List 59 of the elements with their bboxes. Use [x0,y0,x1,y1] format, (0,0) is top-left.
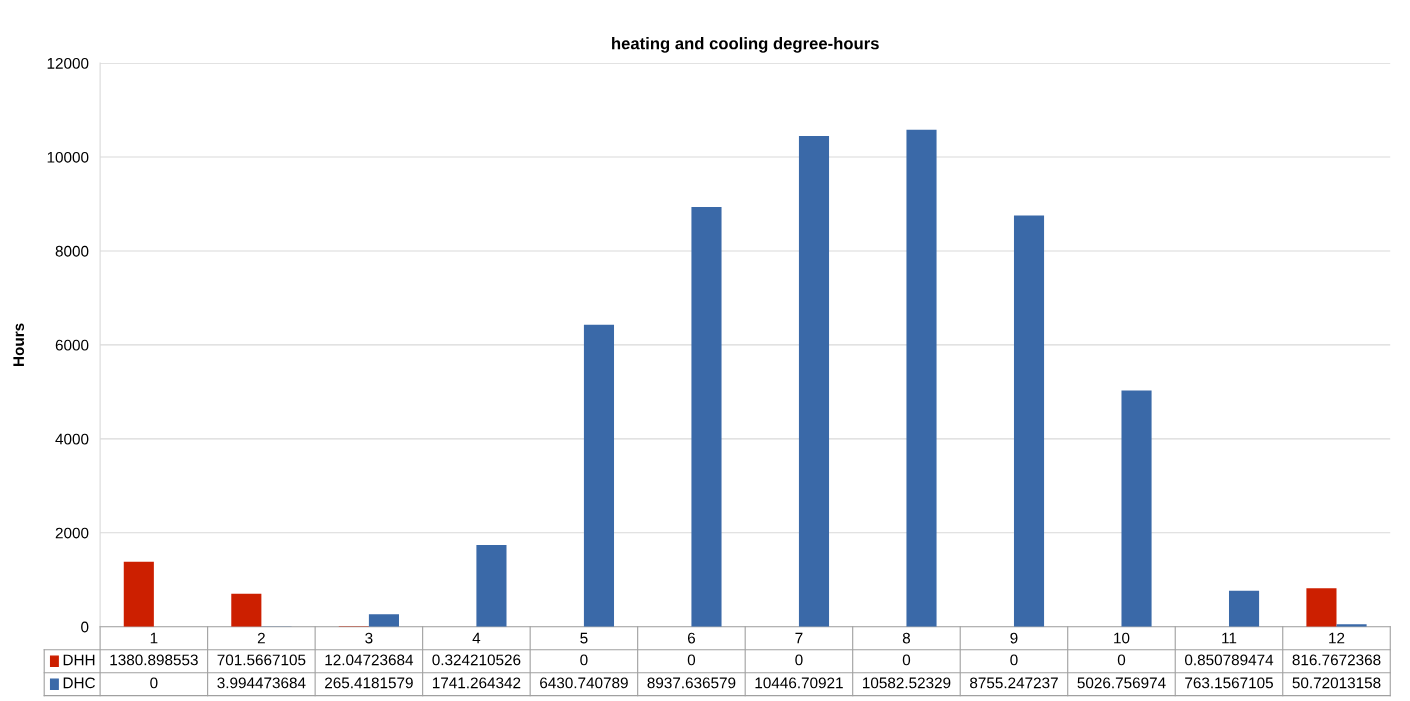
data-label: 0 [795,654,803,666]
y-tick-label: 10000 [47,151,89,163]
data-label: 8755.247237 [970,677,1058,689]
data-label: 3.994473684 [217,677,306,689]
data-label: 6430.740789 [540,677,628,689]
y-axis-title: Hours [13,323,25,366]
data-label: 1380.898553 [110,654,198,666]
x-tick-label: 10 [1114,632,1130,644]
data-label: 763.1567105 [1185,677,1273,689]
x-tick-label: 12 [1329,632,1345,644]
bar [1306,588,1337,627]
bar [476,544,507,627]
data-label: 701.5667105 [217,654,306,666]
data-label: 50.72013158 [1292,677,1381,689]
data-label: 816.7672368 [1292,654,1381,666]
bar [906,129,937,627]
y-tick-label: 2000 [55,527,89,539]
bar [1013,215,1045,627]
x-tick-label: 6 [687,632,696,644]
y-tick-label: 6000 [55,339,89,351]
y-tick-label: 12000 [47,57,89,69]
bar [583,324,615,627]
bar [798,136,830,627]
legend-label: DHH [63,654,95,666]
data-label: 1741.264342 [432,677,521,689]
data-label: 0 [902,654,911,666]
bar [123,561,154,627]
data-label: 0.850789474 [1184,654,1274,666]
y-tick-label: 4000 [55,433,89,445]
x-tick-label: 4 [472,632,481,644]
x-tick-label: 8 [902,632,911,644]
bar [231,593,262,627]
bar [1228,590,1260,627]
x-tick-label: 2 [257,632,265,644]
x-tick-label: 3 [365,632,373,644]
x-tick-label: 7 [795,632,803,644]
data-label: 10446.70921 [755,677,843,689]
bar [1121,390,1152,627]
y-tick-label: 8000 [55,245,89,257]
data-label: 265.4181579 [325,677,413,689]
bar [691,206,722,627]
x-tick-label: 1 [150,632,158,644]
data-label: 5026.756974 [1077,677,1166,689]
data-label: 0 [1010,654,1018,666]
data-label: 10582.52329 [863,677,951,689]
data-label: 0 [150,677,158,689]
x-tick-label: 11 [1222,632,1237,644]
data-label: 0 [580,654,588,666]
data-label: 8937.636579 [647,677,736,689]
data-label: 12.04723684 [325,654,414,666]
x-tick-label: 9 [1010,632,1018,644]
x-tick-label: 5 [580,632,588,644]
chart-title: heating and cooling degree-hours [612,37,879,53]
bar [368,614,399,627]
legend-label: DHC [63,677,95,689]
y-tick-label: 0 [81,621,89,633]
data-label: 0 [1117,654,1126,666]
data-label: 0 [687,654,696,666]
data-label: 0.324210526 [432,654,521,666]
